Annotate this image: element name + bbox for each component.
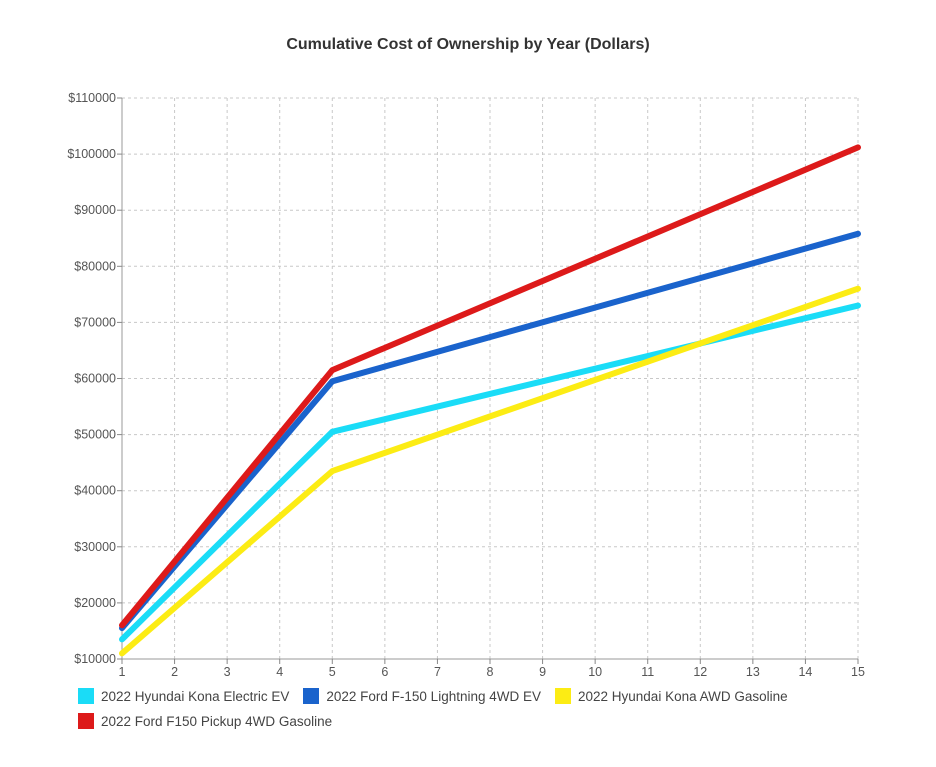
- x-tick-label: 11: [641, 665, 654, 679]
- y-tick-label: $30000: [74, 540, 116, 554]
- series-line: [119, 144, 861, 629]
- legend-label: 2022 Hyundai Kona AWD Gasoline: [578, 688, 788, 704]
- chart-title: Cumulative Cost of Ownership by Year (Do…: [286, 36, 650, 53]
- legend-item[interactable]: 2022 Ford F150 Pickup 4WD Gasoline: [78, 713, 332, 729]
- y-tick-label: $10000: [74, 652, 116, 666]
- x-tick-label: 8: [487, 665, 494, 679]
- legend-item[interactable]: 2022 Hyundai Kona Electric EV: [78, 688, 289, 704]
- x-tick-label: 10: [588, 665, 602, 679]
- legend-item[interactable]: 2022 Hyundai Kona AWD Gasoline: [555, 688, 788, 704]
- y-tick-label: $80000: [74, 259, 116, 273]
- x-tick-label: 9: [539, 665, 546, 679]
- legend-label: 2022 Hyundai Kona Electric EV: [101, 688, 290, 704]
- y-tick-label: $90000: [74, 203, 116, 217]
- x-tick-label: 2: [171, 665, 178, 679]
- x-axis-ticks: 1 2 3 4 5 6 7 8 9 10 11 12 13 14 15: [119, 659, 865, 679]
- series-line: [119, 285, 861, 657]
- series-line: [119, 230, 861, 632]
- series-lines: [119, 144, 861, 657]
- y-tick-label: $70000: [74, 315, 116, 329]
- x-tick-label: 3: [224, 665, 231, 679]
- y-axis-ticks: $10000 $20000 $30000 $40000 $50000 $60000 $700…: [67, 91, 122, 666]
- legend: 2022 Hyundai Kona Electric EV 2022 Ford F…: [78, 688, 898, 738]
- legend-item[interactable]: 2022 Ford F-150 Lightning 4WD EV: [303, 688, 541, 704]
- x-tick-label: 1: [119, 665, 126, 679]
- legend-label: 2022 Ford F-150 Lightning 4WD EV: [326, 688, 541, 704]
- y-tick-label: $100000: [67, 147, 116, 161]
- x-tick-label: 6: [381, 665, 388, 679]
- x-tick-label: 4: [276, 665, 283, 679]
- legend-swatch: [78, 688, 94, 704]
- x-tick-label: 13: [746, 665, 760, 679]
- legend-swatch: [78, 713, 94, 729]
- x-tick-label: 5: [329, 665, 336, 679]
- legend-swatch: [303, 688, 320, 704]
- legend-label: 2022 Ford F150 Pickup 4WD Gasoline: [101, 713, 333, 729]
- legend-swatch: [555, 688, 571, 704]
- y-tick-label: $20000: [74, 596, 116, 610]
- x-tick-label: 15: [851, 665, 865, 679]
- x-tick-label: 7: [434, 665, 441, 679]
- y-tick-label: $50000: [74, 428, 116, 442]
- y-tick-label: $40000: [74, 484, 116, 498]
- y-tick-label: $60000: [74, 372, 116, 386]
- grid-lines: [122, 97, 859, 659]
- x-tick-label: 12: [693, 665, 707, 679]
- x-tick-label: 14: [798, 665, 812, 679]
- y-tick-label: $110000: [68, 91, 116, 105]
